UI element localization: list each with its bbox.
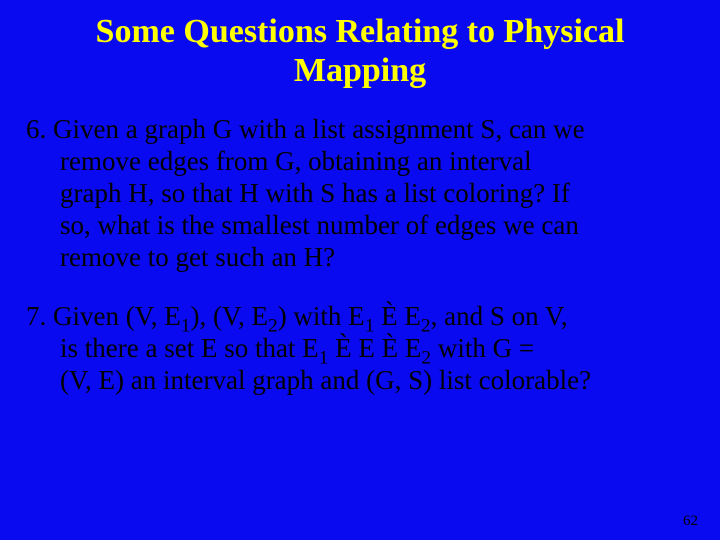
q6-line1: 6. Given a graph G with a list assignmen… xyxy=(26,114,585,144)
q7-frag: , and S on V, xyxy=(431,301,568,331)
q7-frag: E xyxy=(352,333,382,363)
q7-frag: E xyxy=(398,301,421,331)
q7-frag: 7. Given (V, E xyxy=(26,301,181,331)
q6-line3: graph H, so that H with S has a list col… xyxy=(60,178,570,208)
title-line-1: Some Questions Relating to Physical xyxy=(96,13,625,50)
question-6: 6. Given a graph G with a list assignmen… xyxy=(20,114,700,273)
q7-frag: is there a set E so that E xyxy=(60,333,319,363)
q7-frag: with G = xyxy=(431,333,534,363)
q7-frag: ), (V, E xyxy=(190,301,268,331)
slide: Some Questions Relating to Physical Mapp… xyxy=(0,0,720,540)
q6-line5: remove to get such an H? xyxy=(60,242,335,272)
question-7: 7. Given (V, E1), (V, E2) with E1 È E2, … xyxy=(20,301,700,397)
q6-line4: so, what is the smallest number of edges… xyxy=(60,210,579,240)
q7-frag: ) with E xyxy=(278,301,365,331)
q7-frag: E xyxy=(398,333,421,363)
subset-icon: È xyxy=(381,301,398,331)
question-7-text: 7. Given (V, E1), (V, E2) with E1 È E2, … xyxy=(26,301,700,397)
title-line-2: Mapping xyxy=(294,52,426,89)
q7-frag: (V, E) an interval graph and (G, S) list… xyxy=(60,365,591,395)
q6-line2: remove edges from G, obtaining an interv… xyxy=(60,146,532,176)
subset-icon: È xyxy=(335,333,352,363)
subscript-2: 2 xyxy=(421,316,431,337)
slide-title: Some Questions Relating to Physical Mapp… xyxy=(20,12,700,90)
page-number: 62 xyxy=(683,513,698,530)
question-6-text: 6. Given a graph G with a list assignmen… xyxy=(26,114,700,273)
subset-icon: È xyxy=(382,333,399,363)
